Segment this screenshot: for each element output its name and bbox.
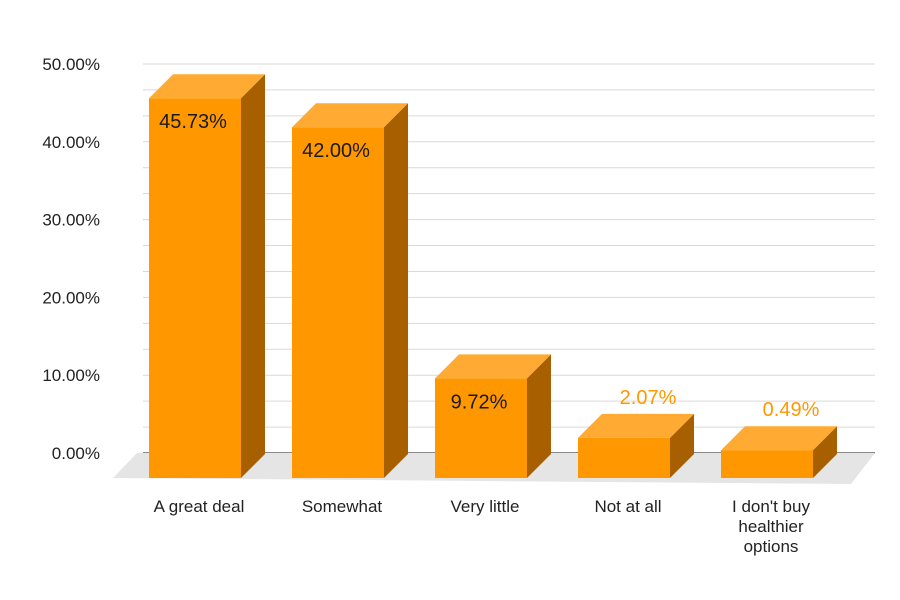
bar-side bbox=[670, 413, 694, 478]
x-category-label: Very little bbox=[451, 497, 520, 516]
bar bbox=[292, 103, 408, 479]
y-tick-label: 40.00% bbox=[42, 133, 100, 152]
y-tick-label: 50.00% bbox=[42, 55, 100, 74]
bar-side bbox=[527, 354, 551, 478]
bar-top bbox=[721, 426, 837, 451]
x-category-label: Somewhat bbox=[302, 497, 383, 516]
bar-top bbox=[292, 103, 408, 128]
bar-top bbox=[578, 413, 694, 438]
y-tick-label: 20.00% bbox=[42, 288, 100, 307]
data-label: 2.07% bbox=[620, 387, 677, 409]
data-label: 9.72% bbox=[451, 391, 508, 413]
bar-front bbox=[578, 437, 670, 478]
bar bbox=[578, 413, 694, 478]
y-tick-label: 10.00% bbox=[42, 366, 100, 385]
bar bbox=[435, 354, 551, 478]
x-category-label: A great deal bbox=[154, 497, 245, 516]
x-category-label: Not at all bbox=[594, 497, 661, 516]
x-category-label: I don't buy healthier options bbox=[732, 497, 810, 556]
y-tick-label: 0.00% bbox=[52, 444, 100, 463]
bar-top bbox=[149, 74, 265, 99]
bars bbox=[149, 74, 837, 479]
bar-front bbox=[435, 378, 527, 478]
x-axis-labels: A great deal Somewhat Very little Not at al… bbox=[154, 497, 811, 556]
data-label: 0.49% bbox=[763, 399, 820, 421]
bar bbox=[149, 74, 265, 479]
bar-front bbox=[292, 127, 384, 479]
bar-side bbox=[813, 426, 837, 478]
y-tick-label: 30.00% bbox=[42, 211, 100, 230]
bar-side bbox=[384, 103, 408, 479]
bar-front bbox=[149, 98, 241, 479]
data-label: 42.00% bbox=[302, 140, 370, 162]
y-axis-ticks: 0.00% 10.00% 20.00% 30.00% 40.00% 50.00% bbox=[42, 55, 100, 463]
bar-top bbox=[435, 354, 551, 379]
data-label: 45.73% bbox=[159, 111, 227, 133]
bar-side bbox=[241, 74, 265, 479]
bar bbox=[721, 426, 837, 478]
data-labels: 45.73% 42.00% 9.72% 2.07% 0.49% bbox=[159, 111, 819, 421]
bar-front bbox=[721, 450, 813, 478]
